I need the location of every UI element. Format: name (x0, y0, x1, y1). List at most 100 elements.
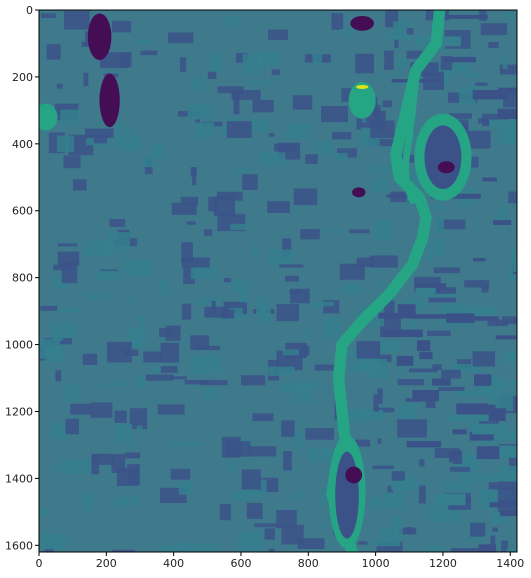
field-parcel (396, 355, 414, 366)
field-parcel (430, 503, 435, 521)
field-parcel (489, 502, 511, 508)
field-parcel (516, 130, 517, 140)
field-parcel (208, 196, 218, 212)
field-parcel (109, 218, 126, 227)
island (335, 451, 359, 539)
field-parcel (487, 319, 508, 327)
field-parcel (46, 44, 61, 60)
field-parcel (469, 431, 494, 441)
plot-area (39, 10, 517, 552)
y-tick-label: 1600 (5, 539, 33, 552)
field-parcel (511, 247, 517, 268)
field-parcel (56, 83, 63, 89)
field-parcel (39, 509, 51, 516)
field-parcel (170, 376, 187, 380)
field-parcel (124, 452, 141, 459)
field-parcel (488, 481, 517, 490)
field-parcel (312, 53, 323, 66)
field-parcel (142, 156, 154, 168)
field-parcel (431, 238, 445, 256)
field-parcel (281, 420, 295, 437)
field-parcel (514, 391, 517, 396)
field-parcel (434, 203, 441, 211)
lake (350, 15, 374, 31)
x-tick-label: 600 (230, 557, 251, 570)
field-parcel (446, 313, 475, 323)
field-parcel (303, 345, 310, 356)
field-parcel (458, 86, 476, 105)
spot (356, 84, 369, 89)
field-parcel (294, 381, 321, 391)
field-parcel (370, 120, 395, 139)
field-parcel (305, 428, 335, 440)
field-parcel (276, 509, 297, 529)
field-parcel (187, 544, 218, 552)
field-parcel (131, 327, 146, 348)
field-parcel (427, 330, 451, 336)
field-parcel (513, 260, 517, 273)
field-parcel (101, 382, 129, 387)
field-parcel (446, 14, 488, 19)
field-parcel (489, 393, 514, 411)
field-parcel (501, 540, 509, 552)
field-parcel (452, 429, 467, 435)
field-parcel (332, 131, 352, 140)
field-parcel (488, 41, 499, 48)
field-parcel (52, 465, 60, 473)
field-parcel (432, 364, 442, 371)
field-parcel (213, 196, 235, 217)
field-parcel (406, 28, 414, 35)
field-parcel (340, 28, 356, 36)
field-parcel (418, 293, 457, 298)
field-parcel (223, 277, 232, 283)
field-parcel (186, 221, 196, 225)
field-parcel (367, 139, 395, 147)
field-parcel (282, 238, 292, 258)
field-parcel (235, 167, 251, 173)
y-tick-label: 1000 (5, 339, 33, 352)
field-parcel (498, 87, 517, 94)
field-parcel (294, 430, 304, 449)
field-parcel (60, 109, 80, 126)
field-parcel (171, 202, 197, 215)
field-parcel (184, 379, 209, 385)
field-parcel (370, 499, 383, 509)
field-parcel (254, 523, 280, 528)
field-parcel (466, 130, 491, 149)
field-parcel (505, 13, 517, 19)
field-parcel (355, 53, 375, 74)
field-parcel (438, 386, 465, 392)
field-parcel (44, 346, 65, 362)
field-parcel (246, 502, 263, 519)
field-parcel (300, 229, 320, 240)
field-parcel (136, 425, 143, 431)
field-parcel (127, 297, 135, 301)
field-parcel (232, 490, 252, 501)
field-parcel (282, 349, 299, 356)
field-parcel (345, 439, 370, 447)
field-parcel (417, 340, 431, 351)
y-tick-label: 800 (12, 272, 33, 285)
field-parcel (398, 403, 416, 419)
field-parcel (430, 193, 481, 199)
field-parcel (150, 143, 165, 160)
field-parcel (268, 548, 275, 552)
field-parcel (295, 393, 313, 402)
field-parcel (61, 262, 78, 284)
field-parcel (434, 493, 466, 506)
x-tick-label: 1000 (362, 557, 390, 570)
lake (437, 161, 455, 174)
field-parcel (268, 132, 275, 137)
x-tick-label: 0 (36, 557, 43, 570)
field-parcel (53, 333, 64, 341)
lake (348, 81, 376, 119)
field-parcel (480, 23, 508, 36)
field-parcel (384, 50, 394, 70)
field-parcel (497, 465, 517, 482)
field-parcel (317, 525, 329, 529)
x-tick-label: 200 (96, 557, 117, 570)
field-parcel (116, 123, 124, 133)
field-parcel (226, 460, 237, 472)
field-parcel (397, 378, 425, 386)
field-parcel (482, 177, 497, 182)
